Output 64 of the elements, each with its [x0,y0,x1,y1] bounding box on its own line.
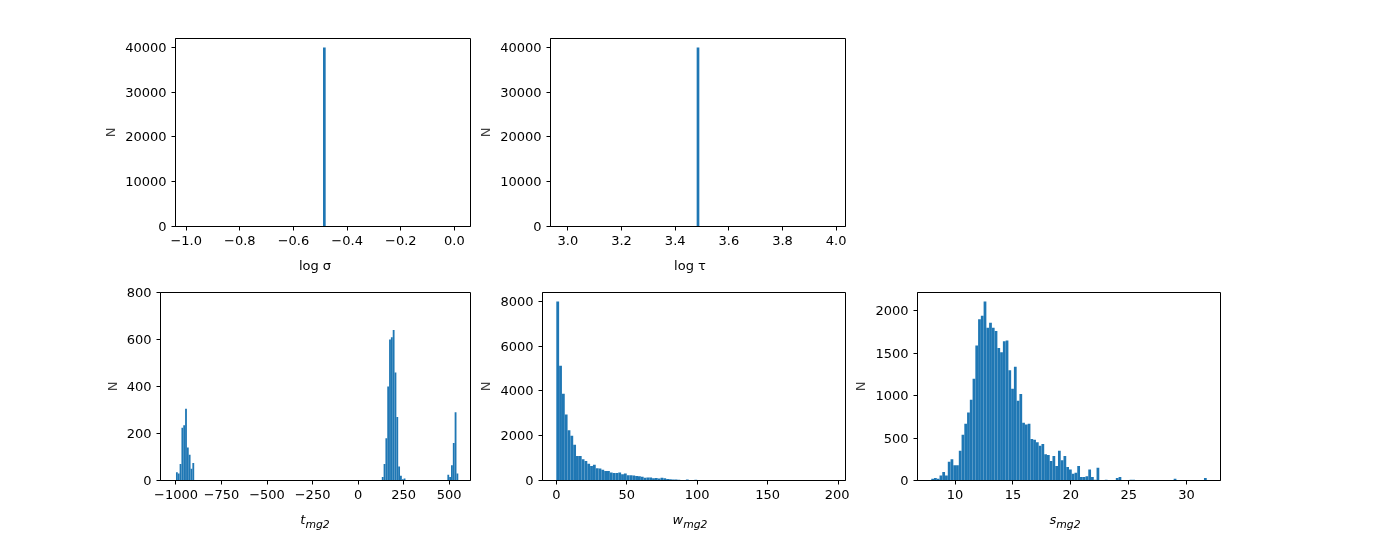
y-axis-title: N [853,381,869,392]
y-tick-label: 200 [126,426,152,441]
y-tick-label: 0 [158,219,167,234]
y-tick-label: 0 [900,473,909,488]
x-tick-label: 10 [946,486,964,502]
x-axis-title: s$_{mg2}$ [1049,512,1081,531]
x-tick-label: 20 [1062,486,1080,502]
y-tick-label: 30000 [125,84,167,100]
x-tick-label: −0.2 [384,232,417,248]
x-tick-label: −0.4 [331,232,363,248]
x-tick-label: 50 [618,486,636,502]
y-tick-label: 2000 [875,303,909,319]
y-tick-label: 40000 [500,39,542,55]
x-tick-label: −1.0 [170,232,203,248]
y-axis-title: N [104,381,120,392]
y-tick-label: 10000 [500,174,542,190]
y-tick-label: 1500 [875,345,909,361]
x-tick-label: 3.4 [664,232,686,248]
y-tick-label: 0 [143,473,152,488]
x-tick-label: 30 [1178,486,1195,502]
y-tick-label: 800 [126,285,152,300]
x-axis-title: t$_{mg2}$ [300,512,330,531]
x-tick-label: −500 [249,486,285,502]
x-tick-label: 100 [684,486,710,502]
x-tick-label: −750 [203,486,240,502]
y-tick-label: 0 [525,473,534,488]
y-axis-title: N [478,381,494,392]
x-tick-label: 25 [1120,486,1137,502]
y-tick-label: 400 [126,379,152,394]
y-tick-label: 4000 [500,383,534,399]
x-tick-label: −0.8 [224,232,256,248]
y-tick-label: 20000 [500,129,542,145]
x-tick-label: 150 [755,486,781,502]
x-tick-label: −250 [294,486,331,502]
x-axis-title: w$_{mg2}$ [672,512,708,531]
y-tick-label: 1000 [875,388,909,404]
y-tick-label: 0 [533,219,542,234]
x-tick-label: 3.8 [772,232,793,248]
x-tick-label: 0 [353,486,363,502]
x-tick-label: 15 [1004,486,1022,502]
y-tick-label: 500 [883,430,909,446]
y-tick-label: 30000 [500,84,542,100]
x-tick-label: 250 [391,486,417,502]
x-tick-label: 500 [436,486,462,502]
x-tick-label: 0 [552,486,561,502]
x-tick-label: 3.2 [611,232,632,248]
x-tick-label: 0.0 [444,232,465,248]
y-tick-label: 600 [126,332,152,347]
y-tick-label: 20000 [125,129,167,145]
y-tick-label: 10000 [125,174,167,190]
y-tick-label: 2000 [500,428,534,444]
y-axis-title: N [103,127,119,138]
x-tick-label: −0.6 [277,232,310,248]
y-axis-title: N [478,127,494,138]
x-axis-title: log σ [298,257,332,275]
y-tick-label: 6000 [500,338,534,354]
y-tick-label: 40000 [125,39,167,55]
x-tick-label: −1000 [153,486,198,502]
y-tick-label: 8000 [500,293,534,309]
x-tick-label: 4.0 [825,232,847,248]
x-tick-label: 3.0 [557,232,579,248]
x-tick-label: 3.6 [718,232,740,248]
x-tick-label: 200 [824,486,850,502]
x-axis-title: log τ [674,257,706,275]
